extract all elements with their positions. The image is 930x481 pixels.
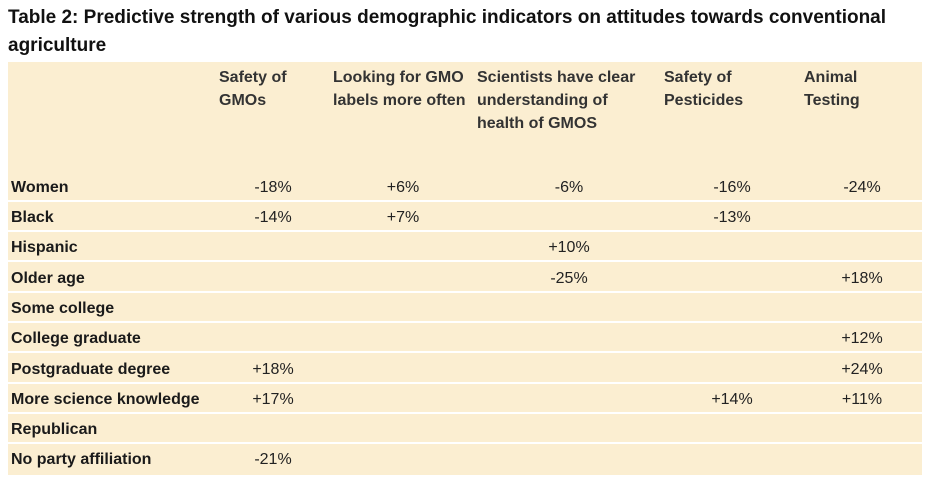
table-cell: -18% (254, 179, 292, 196)
table-cell: -25% (550, 270, 588, 287)
table-title: Table 2: Predictive strength of various … (8, 7, 887, 56)
row-label: Women (11, 179, 69, 196)
table-cell: +11% (841, 391, 883, 408)
row-label: Hispanic (11, 239, 78, 256)
table-cell: -24% (843, 179, 881, 196)
table-cell: +14% (711, 391, 753, 408)
column-header-safety-of-gmos: Safety of GMOs (219, 69, 287, 109)
table-row: More science knowledge +17% +14% +11% (8, 386, 922, 414)
row-label: More science knowledge (11, 391, 200, 408)
table-cell: +6% (386, 179, 420, 196)
table-row: Hispanic +10% (8, 234, 922, 262)
row-label: College graduate (11, 330, 141, 347)
table-cell: +7% (386, 209, 420, 226)
table-row: College graduate +12% (8, 325, 922, 353)
row-label: Older age (11, 270, 85, 287)
column-header-scientists-understanding: Scientists have clear understanding of h… (477, 69, 636, 132)
table-row: Black -14% +7% -13% (8, 204, 922, 232)
table-cell: -21% (254, 451, 292, 468)
table-cell: +24% (841, 361, 883, 378)
table-cell: +17% (252, 391, 294, 408)
table-row: No party affiliation -21% (8, 446, 922, 474)
table-row: Some college (8, 295, 922, 323)
row-label: Postgraduate degree (11, 361, 171, 378)
table-cell: +12% (841, 330, 883, 347)
row-label: Some college (11, 300, 115, 317)
column-header-safety-of-pesticides: Safety of Pesticides (664, 69, 744, 109)
table-row: Republican (8, 416, 922, 444)
table-row: Women -18% +6% -6% -16% -24% (8, 174, 922, 202)
row-label: No party affiliation (11, 451, 152, 468)
table-cell: -16% (713, 179, 751, 196)
table-cell: -13% (713, 209, 751, 226)
column-header-gmo-labels: Looking for GMO labels more often (333, 69, 466, 109)
table-cell: -14% (254, 209, 292, 226)
data-table: Safety of GMOs Looking for GMO labels mo… (8, 62, 922, 475)
table-cell: -6% (554, 179, 584, 196)
table-row: Older age -25% +18% (8, 265, 922, 293)
table-row: Postgraduate degree +18% +24% (8, 356, 922, 384)
column-header-animal-testing: Animal Testing (804, 69, 860, 109)
table-cell: +18% (841, 270, 883, 287)
table-cell: +10% (548, 239, 590, 256)
row-label: Black (11, 209, 54, 226)
table-cell: +18% (252, 361, 294, 378)
row-label: Republican (11, 421, 98, 438)
